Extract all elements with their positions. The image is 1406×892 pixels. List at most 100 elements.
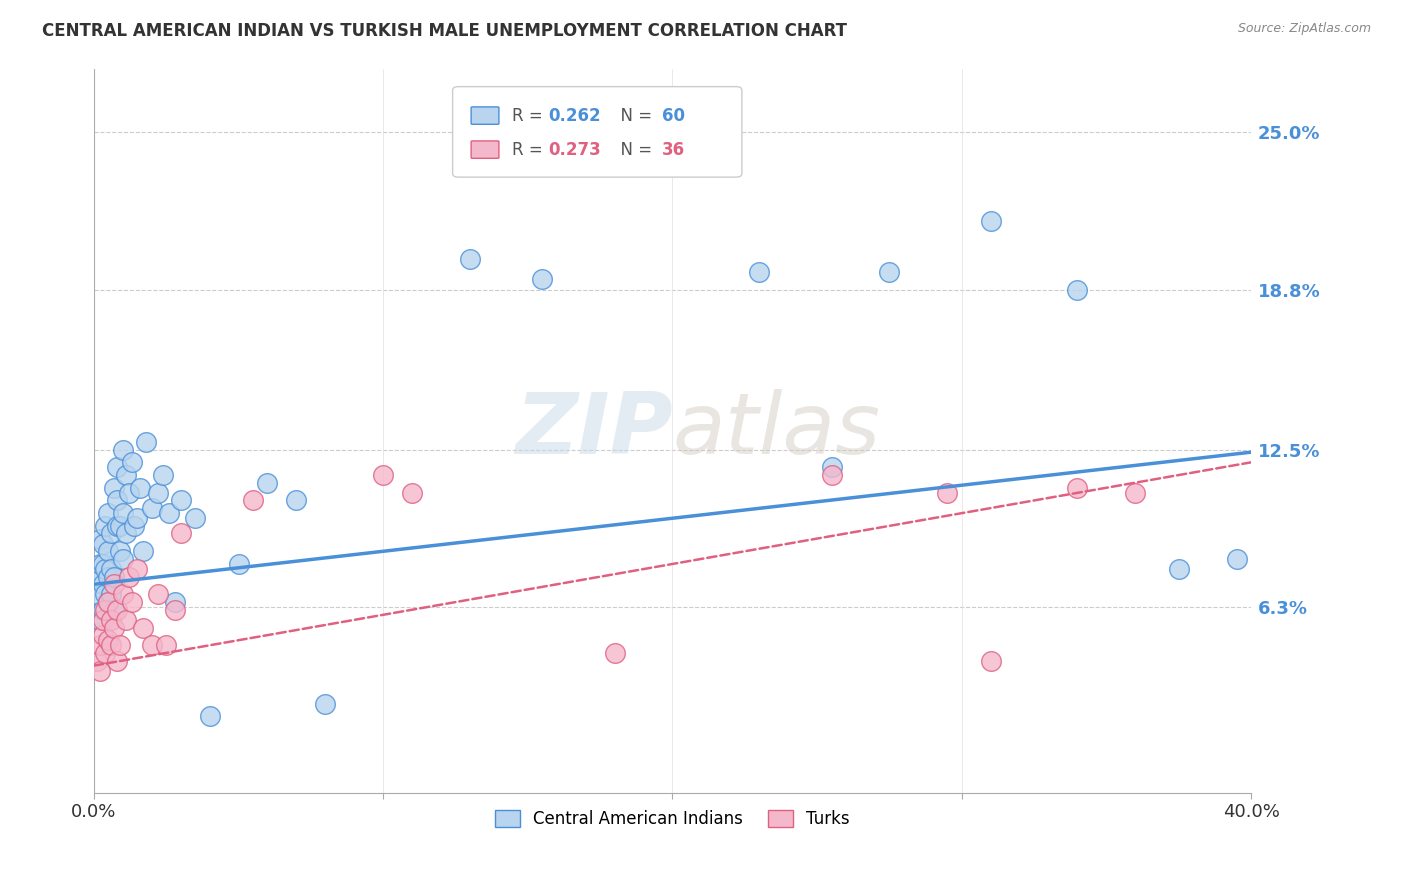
Point — [1167, 562, 1189, 576]
Point — [103, 481, 125, 495]
Point — [105, 519, 128, 533]
Point — [170, 526, 193, 541]
Point — [94, 562, 117, 576]
Point — [89, 613, 111, 627]
Text: Source: ZipAtlas.com: Source: ZipAtlas.com — [1237, 22, 1371, 36]
Point — [89, 532, 111, 546]
Point — [163, 603, 186, 617]
Point — [94, 587, 117, 601]
Point — [86, 570, 108, 584]
Point — [1123, 486, 1146, 500]
Point — [103, 620, 125, 634]
FancyBboxPatch shape — [471, 141, 499, 158]
Point — [91, 603, 114, 617]
Point — [314, 697, 336, 711]
Point — [256, 475, 278, 490]
Point — [124, 519, 146, 533]
Point — [228, 557, 250, 571]
Point — [129, 481, 152, 495]
Point — [100, 613, 122, 627]
Point — [89, 664, 111, 678]
Point — [91, 577, 114, 591]
Point — [108, 519, 131, 533]
Text: CENTRAL AMERICAN INDIAN VS TURKISH MALE UNEMPLOYMENT CORRELATION CHART: CENTRAL AMERICAN INDIAN VS TURKISH MALE … — [42, 22, 848, 40]
Point — [111, 587, 134, 601]
FancyBboxPatch shape — [471, 107, 499, 124]
Point — [100, 562, 122, 576]
Point — [97, 595, 120, 609]
Point — [86, 587, 108, 601]
Point — [980, 654, 1002, 668]
Point — [105, 654, 128, 668]
Text: N =: N = — [610, 141, 658, 159]
Point — [1066, 283, 1088, 297]
Point — [91, 613, 114, 627]
Point — [141, 501, 163, 516]
Point — [103, 577, 125, 591]
Point — [97, 570, 120, 584]
Point — [111, 552, 134, 566]
Point — [135, 435, 157, 450]
Point — [155, 638, 177, 652]
Point — [97, 544, 120, 558]
Point — [121, 595, 143, 609]
Point — [117, 570, 139, 584]
Point — [103, 570, 125, 584]
Point — [820, 468, 842, 483]
Point — [242, 493, 264, 508]
Text: N =: N = — [610, 106, 658, 125]
Point — [980, 214, 1002, 228]
Point — [97, 595, 120, 609]
Point — [163, 595, 186, 609]
Point — [285, 493, 308, 508]
Point — [105, 603, 128, 617]
FancyBboxPatch shape — [453, 87, 742, 178]
Point — [152, 468, 174, 483]
Point — [603, 646, 626, 660]
Point — [100, 526, 122, 541]
Point — [198, 709, 221, 723]
Point — [146, 486, 169, 500]
Point — [401, 486, 423, 500]
Point — [94, 646, 117, 660]
Point — [127, 511, 149, 525]
Point — [748, 265, 770, 279]
Point — [531, 272, 554, 286]
Point — [100, 587, 122, 601]
Point — [103, 603, 125, 617]
Point — [91, 557, 114, 571]
Point — [91, 536, 114, 550]
Point — [105, 493, 128, 508]
Point — [100, 638, 122, 652]
Point — [1225, 552, 1247, 566]
Point — [121, 455, 143, 469]
Point — [105, 460, 128, 475]
Point — [114, 526, 136, 541]
Point — [373, 468, 395, 483]
Text: 36: 36 — [662, 141, 685, 159]
Point — [89, 557, 111, 571]
Point — [132, 544, 155, 558]
Point — [132, 620, 155, 634]
Point — [184, 511, 207, 525]
Point — [111, 442, 134, 457]
Point — [117, 486, 139, 500]
Point — [94, 519, 117, 533]
Legend: Central American Indians, Turks: Central American Indians, Turks — [488, 804, 856, 835]
Point — [108, 638, 131, 652]
Text: 60: 60 — [662, 106, 685, 125]
Point — [108, 544, 131, 558]
Point — [1066, 481, 1088, 495]
Point — [86, 654, 108, 668]
Point — [820, 460, 842, 475]
Point — [91, 628, 114, 642]
Point — [157, 506, 180, 520]
Point — [936, 486, 959, 500]
Point — [97, 633, 120, 648]
Point — [127, 562, 149, 576]
Point — [141, 638, 163, 652]
Text: atlas: atlas — [672, 389, 880, 472]
Text: R =: R = — [512, 106, 547, 125]
Point — [114, 613, 136, 627]
Point — [89, 638, 111, 652]
